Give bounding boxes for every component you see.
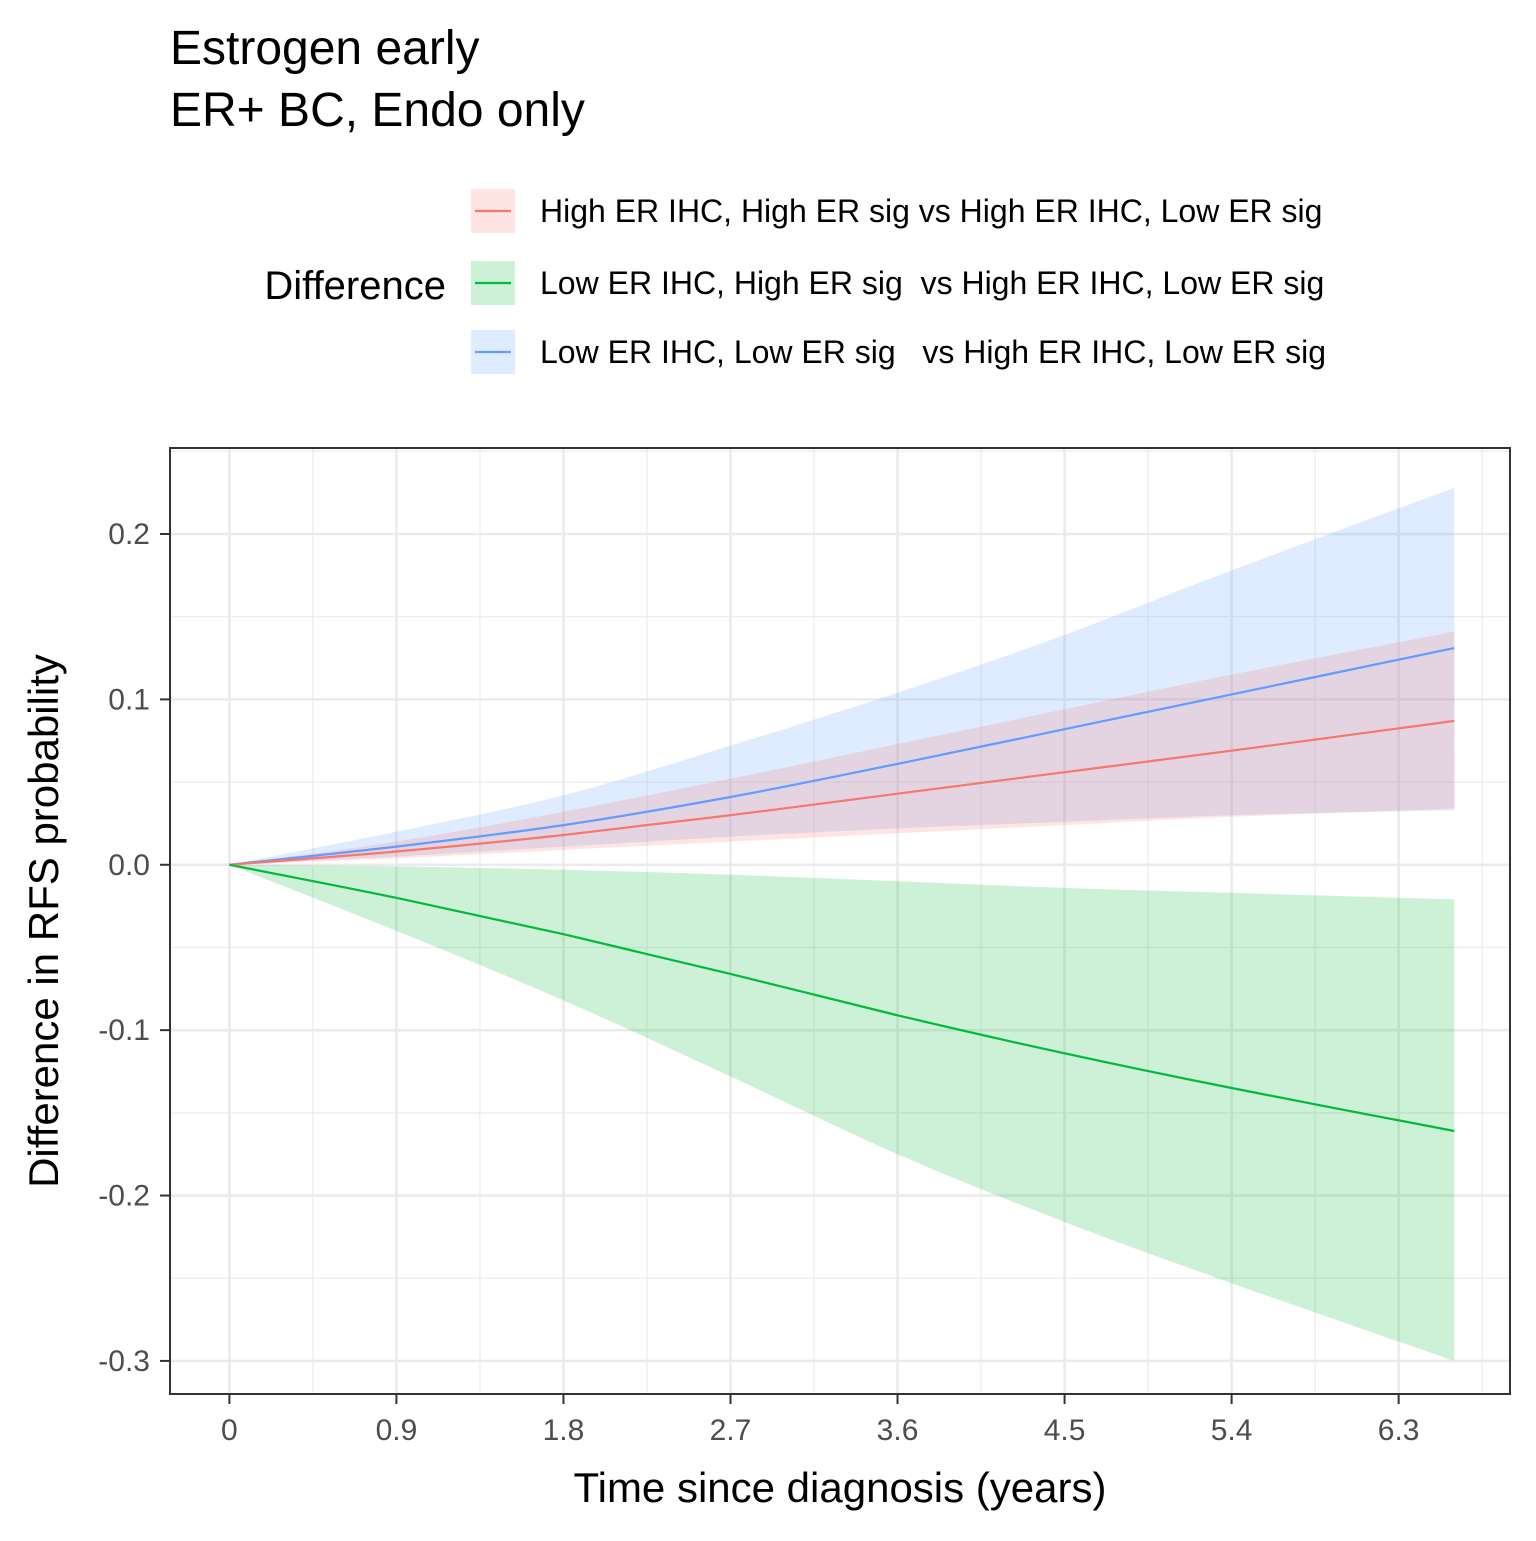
legend: Difference High ER IHC, High ER sig vs H… [264, 189, 1326, 374]
x-tick-label: 0.9 [376, 1414, 418, 1447]
chart-title-line-1: Estrogen early [170, 22, 480, 75]
x-tick-label: 0 [221, 1414, 238, 1447]
series-line-1 [229, 719, 1455, 866]
plot-panel [169, 447, 1511, 1395]
x-tick-label: 4.5 [1044, 1414, 1086, 1447]
lines [229, 647, 1455, 1133]
panel-background [170, 448, 1510, 1394]
y-tick-label: -0.2 [98, 1180, 150, 1213]
legend-label-2: Low ER IHC, Low ER sig vs High ER IHC, L… [540, 334, 1326, 370]
grid-major [170, 448, 1510, 1394]
x-tick-label: 5.4 [1211, 1414, 1253, 1447]
legend-title: Difference [264, 264, 446, 308]
y-tick-label: 0.0 [108, 849, 150, 882]
ribbons [229, 487, 1455, 1361]
series-line-0 [229, 647, 1455, 866]
x-axis: 0 0.9 1.8 2.7 3.6 4.5 5.4 6.3 [221, 1394, 1420, 1447]
chart-title-line-2: ER+ BC, Endo only [170, 84, 585, 137]
ribbon-0 [229, 487, 1455, 865]
y-tick-label: 0.2 [108, 518, 150, 551]
x-axis-title: Time since diagnosis (years) [574, 1464, 1107, 1511]
grid-minor [170, 448, 1510, 1394]
x-tick-label: 2.7 [710, 1414, 752, 1447]
legend-label-0: High ER IHC, High ER sig vs High ER IHC,… [540, 193, 1322, 229]
panel-border [169, 447, 1511, 1395]
y-tick-label: 0.1 [108, 683, 150, 716]
y-tick-label: -0.1 [98, 1014, 150, 1047]
legend-label-1: Low ER IHC, High ER sig vs High ER IHC, … [540, 265, 1324, 301]
y-axis-title: Difference in RFS probability [20, 654, 67, 1188]
x-tick-label: 3.6 [877, 1414, 919, 1447]
y-axis: -0.3 -0.2 -0.1 0.0 0.1 0.2 [98, 518, 170, 1378]
ribbon-2 [229, 864, 1455, 1361]
x-tick-label: 1.8 [543, 1414, 585, 1447]
ribbon-1 [229, 631, 1455, 865]
y-tick-label: -0.3 [98, 1345, 150, 1378]
x-tick-label: 6.3 [1378, 1414, 1420, 1447]
series-line-2 [229, 863, 1455, 1133]
